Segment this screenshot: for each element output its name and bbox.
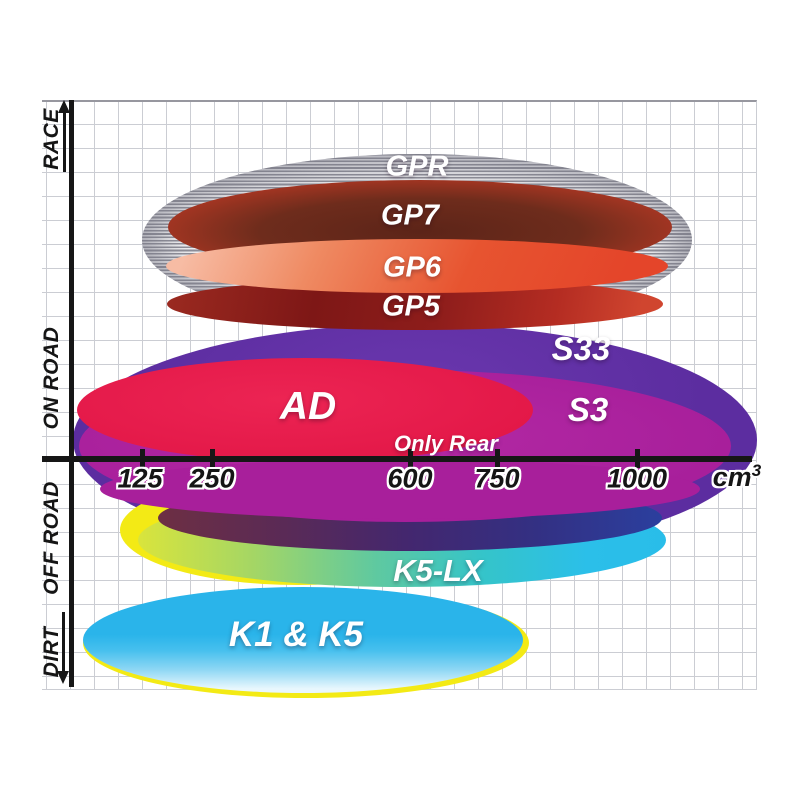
x-tick-label-600: 600: [387, 463, 433, 494]
x-tick-125: [140, 449, 145, 468]
x-tick-label-1000: 1000: [606, 463, 668, 494]
x-tick-label-250: 250: [189, 463, 235, 494]
k1k5-ellipse: [83, 587, 523, 693]
k5lx-label: K5-LX: [393, 553, 483, 588]
dirt-down-arrow-icon: [57, 671, 69, 684]
x-tick-250: [210, 449, 215, 468]
x-tick-750: [495, 449, 500, 468]
x-tick-label-750: 750: [474, 463, 520, 494]
band-label-race: RACE: [40, 108, 63, 170]
gpr-label: GPR: [385, 150, 449, 183]
x-axis-line: [42, 456, 752, 462]
ad-label: AD: [279, 385, 337, 428]
race-arrow-line: [63, 112, 66, 172]
x-tick-label-125: 125: [117, 463, 163, 494]
only-rear-label: Only Rear: [394, 431, 498, 456]
gp5-label: GP5: [381, 290, 441, 323]
s3-label: S3: [567, 391, 609, 428]
x-tick-600: [408, 449, 413, 468]
y-axis-line: [69, 100, 74, 687]
band-label-off-road: OFF ROAD: [40, 481, 63, 595]
gp6-ellipse: [166, 239, 668, 293]
band-label-on-road: ON ROAD: [40, 326, 63, 430]
race-up-arrow-icon: [58, 100, 70, 113]
magenta-underlap: [100, 459, 700, 519]
gp7-label: GP7: [380, 199, 440, 232]
s33-label: S33: [551, 330, 611, 367]
gp6-label: GP6: [382, 251, 442, 284]
x-tick-1000: [635, 449, 640, 468]
ad-ellipse: [77, 358, 533, 462]
band-label-dirt: DIRT: [40, 626, 63, 678]
dirt-arrow-line: [62, 612, 65, 672]
x-axis-unit: cm3: [712, 461, 762, 492]
k1k5-label: K1 & K5: [228, 615, 364, 654]
